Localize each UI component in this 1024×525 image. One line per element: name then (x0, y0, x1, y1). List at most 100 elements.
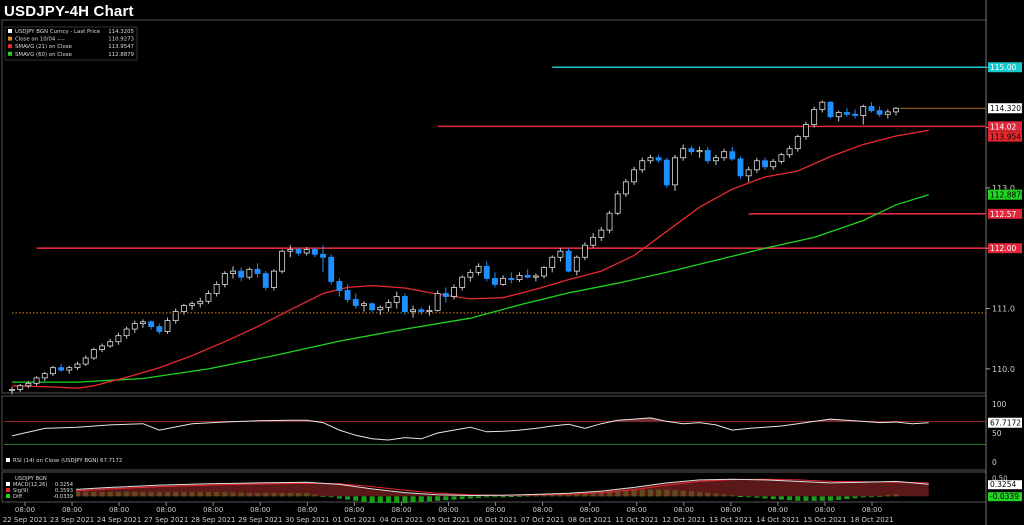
macd-histogram-bar (811, 496, 817, 501)
legend-swatch (8, 36, 12, 41)
macd-legend-swatch (6, 488, 10, 492)
candle-down (876, 110, 883, 115)
level-label: 112.00 (990, 244, 1016, 253)
candle-up (66, 367, 73, 371)
x-date-label: 18 Oct 2021 (850, 516, 893, 524)
candle-up (115, 335, 122, 343)
candle-up (74, 363, 81, 369)
macd-line (11, 478, 929, 497)
candle-up (410, 309, 417, 312)
macd-area (12, 479, 929, 497)
candle-up (33, 377, 40, 384)
candle-up (385, 302, 392, 308)
macd-histogram-bar (827, 496, 834, 501)
candle-down (655, 157, 662, 161)
x-date-label: 11 Oct 2021 (615, 516, 658, 524)
candle-up (303, 249, 310, 254)
candle-down (868, 106, 875, 112)
x-date-label: 15 Oct 2021 (803, 516, 846, 524)
macd-histogram-bar (844, 496, 850, 500)
candle-up (835, 112, 842, 118)
level-tag (988, 208, 1022, 219)
x-time-label: 08:00 (62, 506, 82, 514)
macd-histogram-bar (476, 496, 482, 498)
candle-up (549, 256, 556, 268)
legend-label: Close on 10/04 ---- (15, 37, 65, 43)
rsi-tick-label: 50 (992, 429, 1002, 438)
candle-down (352, 299, 359, 306)
sma60-tag-label: 112.8879 (990, 191, 1024, 200)
rsi-legend-bg (4, 455, 130, 465)
x-time-label: 08:00 (391, 506, 411, 514)
macd-diff-label: -0.0339 (990, 492, 1019, 501)
chart-title: USDJPY-4H Chart (4, 3, 134, 20)
candle-up (557, 250, 564, 258)
candle-up (622, 181, 629, 195)
macd-histogram-bar (836, 496, 842, 500)
x-time-label: 08:00 (109, 506, 129, 514)
candle-up (819, 101, 826, 110)
macd-histogram-bar (418, 496, 424, 502)
candle-up (140, 321, 146, 325)
macd-legend-value: 0.3593 (55, 488, 73, 494)
level-label: 112.57 (990, 210, 1016, 219)
x-time-label: 08:00 (156, 506, 176, 514)
macd-histogram-bar (868, 496, 874, 498)
candle-up (672, 157, 678, 186)
candle-up (794, 136, 801, 150)
rsi-overbought-fill (12, 417, 929, 422)
macd-histogram-bar (484, 496, 490, 498)
candle-down (483, 265, 490, 279)
sma21-tag (988, 131, 1022, 142)
x-date-label: 28 Sep 2021 (191, 516, 235, 524)
candle-up (459, 276, 466, 288)
macd-histogram-bar (394, 496, 400, 503)
legend-swatch (8, 51, 12, 56)
candle-down (328, 256, 335, 282)
price-legend: USDJPY BGN Curncy - Last Price 114.3205 Cl… (4, 26, 138, 61)
candle-down (508, 277, 515, 280)
x-date-label: 30 Sep 2021 (285, 516, 329, 524)
legend-box (4, 26, 138, 61)
candle-down (852, 113, 859, 116)
candle-up (516, 274, 523, 280)
candle-up (25, 382, 32, 387)
candle-up (164, 320, 171, 332)
candle-up (221, 273, 228, 285)
x-date-label: 22 Sep 2021 (3, 516, 47, 524)
legend-label: SMAVG (60) on Close (15, 52, 73, 58)
candle-up (893, 107, 899, 113)
panel-border (1, 395, 987, 471)
candle-up (500, 277, 507, 285)
candle-up (230, 270, 236, 274)
x-date-label: 07 Oct 2021 (521, 516, 564, 524)
macd-histogram-bar (754, 496, 760, 498)
macd-histogram-bar (492, 496, 498, 498)
candle-up (721, 151, 728, 159)
candle-up (131, 323, 138, 330)
candle-up (17, 385, 24, 390)
level-tag (988, 243, 1022, 254)
macd-legend-label: MACD(12,26) (13, 482, 47, 488)
macd-histogram-bar (770, 496, 776, 500)
candlestick-series: 114.3205 (9, 100, 1024, 395)
candle-down (369, 303, 376, 311)
candle-down (344, 290, 351, 300)
sma60-tag (988, 189, 1022, 200)
candle-up (614, 193, 621, 214)
candle-up (598, 229, 605, 238)
macd-diff-tag (988, 492, 1022, 502)
macd-histogram-bar (353, 496, 359, 501)
x-time-label: 08:00 (721, 506, 741, 514)
candle-up (270, 270, 277, 288)
x-date-label: 27 Sep 2021 (144, 516, 188, 524)
candle-down (418, 309, 425, 312)
candle-up (712, 157, 719, 162)
macd-legend-value: -0.0339 (53, 494, 73, 500)
last-price-tag (988, 103, 1022, 114)
candle-up (246, 268, 253, 278)
x-date-label: 08 Oct 2021 (568, 516, 611, 524)
candle-down (262, 273, 269, 288)
candle-up (9, 388, 15, 391)
